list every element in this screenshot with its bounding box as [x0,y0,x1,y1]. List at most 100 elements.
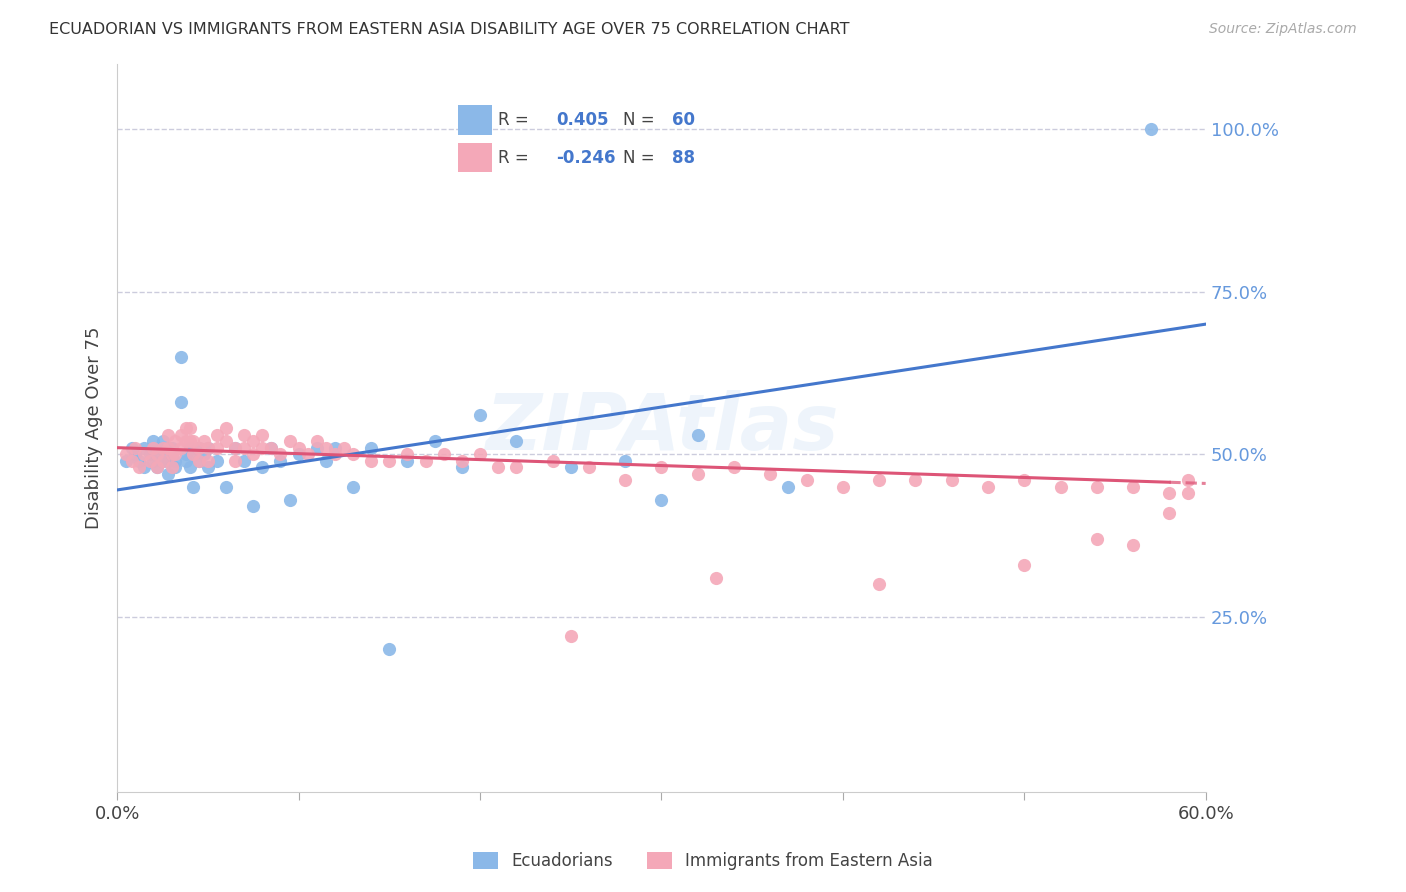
Point [333,441,356,455]
Point [187,453,209,467]
Point [650,492,672,507]
Point [165,447,187,461]
Point [1049,480,1071,494]
Point [315,441,337,455]
Point [170,395,193,409]
Point [305,434,328,449]
Point [170,441,193,455]
Point [941,473,963,487]
Point [205,453,228,467]
Point [224,441,246,455]
Point [183,447,205,461]
Point [179,434,201,449]
Text: ZIPAtlas: ZIPAtlas [485,390,838,467]
Point [260,441,283,455]
Point [723,460,745,475]
Point [1159,506,1181,520]
Point [323,441,346,455]
Point [224,453,246,467]
Point [378,453,401,467]
Point [468,447,491,461]
Point [269,447,291,461]
Point [686,427,709,442]
Point [152,453,174,467]
Point [160,447,183,461]
Point [187,453,209,467]
Point [197,441,219,455]
Point [142,434,165,449]
Point [977,480,1000,494]
Point [451,453,474,467]
Point [315,453,337,467]
Point [614,453,637,467]
Point [360,441,382,455]
Point [115,447,138,461]
Point [1122,480,1144,494]
Point [759,467,782,481]
Point [278,492,301,507]
Point [134,447,156,461]
Point [505,434,527,449]
Point [160,460,183,475]
Point [342,480,364,494]
Point [152,441,174,455]
Point [778,480,800,494]
Point [124,447,146,461]
Point [1159,486,1181,500]
Point [396,447,419,461]
Point [360,453,382,467]
Point [146,460,169,475]
Point [287,447,309,461]
Point [165,434,187,449]
Point [146,447,169,461]
Point [486,460,509,475]
Point [269,453,291,467]
Point [242,447,264,461]
Point [831,480,853,494]
Point [451,460,474,475]
Point [152,434,174,449]
Point [183,434,205,449]
Point [423,434,446,449]
Point [1140,122,1163,136]
Point [1085,480,1108,494]
Point [146,447,169,461]
Point [278,434,301,449]
Point [287,441,309,455]
Point [252,427,274,442]
Point [128,453,150,467]
Point [1177,473,1199,487]
Point [215,421,238,435]
Point [152,441,174,455]
Point [183,480,205,494]
Point [224,441,246,455]
Point [165,460,187,475]
Point [139,453,162,467]
Legend: Ecuadorians, Immigrants from Eastern Asia: Ecuadorians, Immigrants from Eastern Asi… [467,845,939,877]
Point [233,453,256,467]
Point [121,441,143,455]
Point [134,460,156,475]
Point [197,441,219,455]
Point [160,441,183,455]
Point [297,447,319,461]
Point [614,473,637,487]
Point [541,453,564,467]
Text: Source: ZipAtlas.com: Source: ZipAtlas.com [1209,22,1357,37]
Point [156,427,179,442]
Point [160,447,183,461]
Point [1012,473,1035,487]
Point [193,447,215,461]
Point [183,447,205,461]
Point [396,453,419,467]
Point [323,447,346,461]
Point [165,453,187,467]
Point [1177,486,1199,500]
Point [197,453,219,467]
Point [505,460,527,475]
Point [242,434,264,449]
Point [134,441,156,455]
Y-axis label: Disability Age Over 75: Disability Age Over 75 [86,327,103,530]
Point [205,441,228,455]
Point [305,441,328,455]
